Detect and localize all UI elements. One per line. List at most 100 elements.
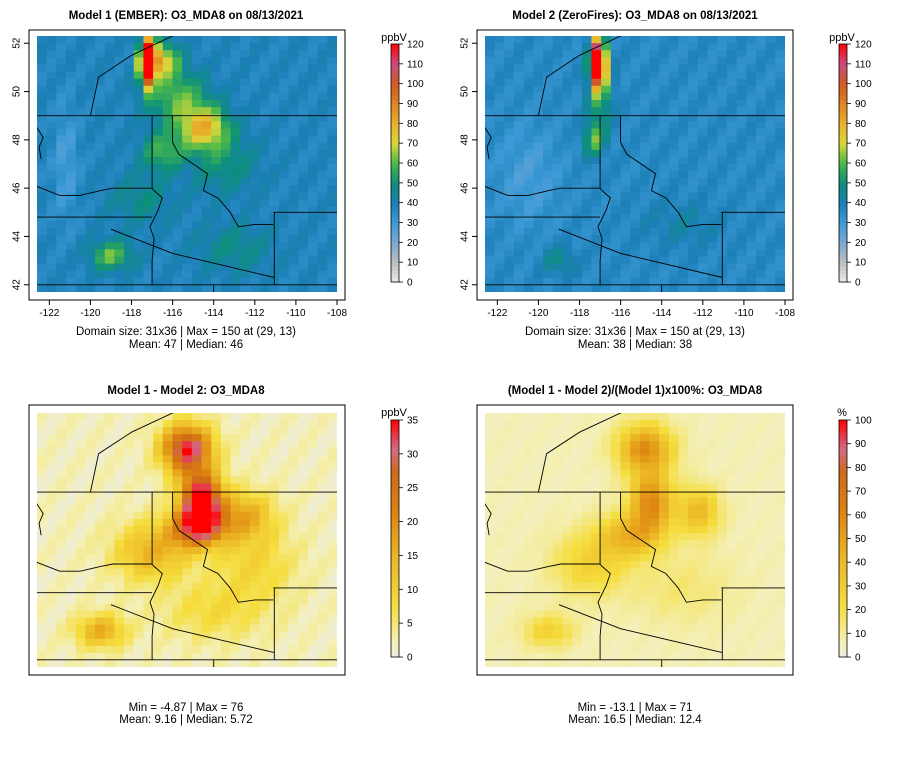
heatmap-cell — [523, 213, 534, 222]
heatmap-cell — [697, 185, 709, 194]
heatmap-cell — [37, 220, 48, 229]
heatmap-cell — [620, 427, 631, 435]
heatmap-cell — [46, 455, 57, 463]
heatmap-cell — [639, 114, 651, 122]
heatmap-cell — [736, 582, 747, 590]
heatmap-cell — [678, 525, 689, 534]
heatmap-cell — [765, 156, 776, 165]
heatmap-cell — [317, 220, 328, 229]
heatmap-cell — [726, 575, 738, 583]
heatmap-cell — [317, 36, 328, 44]
heatmap-cell — [298, 185, 309, 194]
heatmap-cell — [504, 128, 515, 137]
heatmap-cell — [269, 178, 280, 186]
heatmap-cell — [85, 85, 96, 94]
heatmap-cell — [249, 142, 261, 151]
heatmap-cell — [717, 178, 728, 186]
heatmap-cell — [562, 518, 573, 527]
heatmap-cell — [95, 50, 106, 58]
colorbar-segment — [391, 550, 399, 555]
heatmap-cell — [765, 483, 776, 492]
heatmap-cell — [66, 235, 77, 243]
heatmap-cell — [726, 610, 738, 619]
heatmap-cell — [278, 427, 290, 435]
heatmap-cell — [572, 64, 583, 73]
heatmap-cell — [485, 57, 496, 66]
heatmap-cell — [133, 270, 145, 279]
heatmap-cell — [630, 603, 641, 612]
heatmap-cell — [649, 100, 660, 108]
heatmap-cell — [581, 504, 593, 513]
heatmap-cell — [533, 497, 544, 506]
heatmap-cell — [697, 497, 709, 506]
heatmap-cell — [678, 213, 689, 222]
heatmap-cell — [56, 617, 67, 626]
heatmap-cell — [162, 199, 174, 208]
heatmap-cell — [775, 659, 785, 667]
heatmap-cell — [678, 206, 689, 215]
heatmap-cell — [153, 659, 164, 667]
heatmap-cell — [75, 420, 86, 428]
heatmap-cell — [191, 455, 203, 463]
heatmap-cell — [269, 497, 280, 506]
heatmap-cell — [504, 483, 515, 492]
heatmap-cell — [610, 603, 622, 612]
colorbar-segment — [391, 542, 399, 547]
heatmap-cell — [66, 220, 77, 229]
heatmap-cell — [746, 554, 757, 562]
heatmap-cell — [552, 603, 564, 612]
heatmap-cell — [591, 610, 602, 619]
heatmap-cell — [327, 525, 337, 534]
heatmap-cell — [104, 256, 116, 265]
heatmap-cell — [746, 57, 757, 66]
heatmap-cell — [775, 100, 785, 108]
heatmap-cell — [95, 277, 106, 286]
heatmap-cell — [317, 149, 328, 158]
heatmap-cell — [601, 199, 612, 208]
heatmap-cell — [56, 156, 67, 165]
heatmap-cell — [317, 575, 328, 583]
heatmap-cell — [765, 603, 776, 612]
heatmap-cell — [37, 617, 48, 626]
heatmap-cell — [249, 50, 261, 58]
heatmap-cell — [668, 631, 680, 640]
heatmap-cell — [717, 128, 728, 137]
heatmap-cell — [162, 71, 174, 80]
heatmap-cell — [75, 242, 86, 250]
heatmap-cell — [327, 92, 337, 101]
heatmap-cell — [707, 631, 718, 640]
heatmap-cell — [610, 107, 622, 115]
heatmap-cell — [95, 413, 106, 421]
heatmap-cell — [153, 135, 164, 144]
heatmap-cell — [46, 617, 57, 626]
heatmap-cell — [211, 192, 222, 201]
heatmap-cell — [533, 525, 544, 534]
heatmap-cell — [220, 511, 232, 520]
heatmap-cell — [327, 441, 337, 449]
colorbar-tick-label: 90 — [855, 99, 867, 110]
heatmap-cell — [143, 277, 154, 286]
colorbar-segment — [391, 194, 399, 200]
colorbar-segment — [839, 79, 847, 85]
heatmap-cell — [307, 455, 319, 463]
heatmap-cell — [620, 497, 631, 506]
heatmap-cell — [317, 50, 328, 58]
heatmap-cell — [133, 249, 145, 258]
heatmap-cell — [201, 413, 212, 421]
heatmap-cell — [707, 434, 718, 442]
heatmap-cell — [75, 121, 86, 130]
heatmap-cell — [746, 128, 757, 137]
colorbar-segment — [391, 206, 399, 212]
heatmap-cell — [230, 462, 241, 471]
heatmap-cell — [688, 107, 699, 115]
heatmap-cell — [191, 114, 203, 122]
heatmap-cell — [269, 50, 280, 58]
heatmap-cell — [143, 448, 154, 456]
heatmap-cell — [601, 78, 612, 87]
heatmap-cell — [66, 92, 77, 101]
heatmap-cell — [46, 413, 57, 421]
heatmap-cell — [259, 242, 270, 250]
colorbar-segment — [391, 518, 399, 524]
heatmap-cell — [514, 427, 525, 435]
heatmap-cell — [726, 213, 738, 222]
